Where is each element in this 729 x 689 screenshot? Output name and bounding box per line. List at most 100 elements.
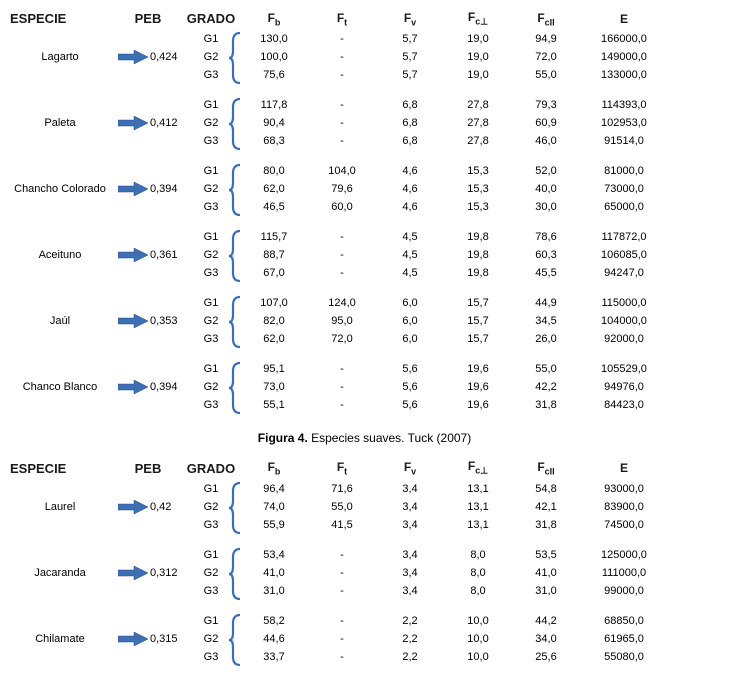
cell-grade: G2	[186, 51, 236, 63]
table2-body: Laurel 0,42 G196,471,63,413,154,893000,0…	[10, 481, 719, 665]
cell-ft: -	[312, 99, 372, 111]
col-ft: Ft	[312, 460, 372, 476]
cell-e: 94247,0	[584, 267, 664, 279]
cell-fb: 46,5	[244, 201, 304, 213]
cell-fcl: 19,6	[448, 381, 508, 393]
cell-ft: 72,0	[312, 333, 372, 345]
grade-row: G262,079,64,615,340,073000,0	[186, 181, 664, 197]
peb-value: 0,312	[150, 567, 178, 579]
cell-fcl: 10,0	[448, 651, 508, 663]
cell-fcll: 55,0	[516, 69, 576, 81]
species-name: Jaúl	[10, 315, 110, 327]
cell-grade: G1	[186, 33, 236, 45]
cell-fcll: 34,5	[516, 315, 576, 327]
grades-column: G180,0104,04,615,352,081000,0G262,079,64…	[186, 163, 664, 215]
grade-row: G346,560,04,615,330,065000,0	[186, 199, 664, 215]
cell-e: 92000,0	[584, 333, 664, 345]
cell-fv: 4,5	[380, 249, 440, 261]
cell-ft: -	[312, 549, 372, 561]
cell-fcll: 52,0	[516, 165, 576, 177]
peb-cell: 0,312	[118, 565, 178, 581]
peb-cell: 0,42	[118, 499, 178, 515]
grade-row: G375,6-5,719,055,0133000,0	[186, 67, 664, 83]
cell-e: 105529,0	[584, 363, 664, 375]
cell-fb: 130,0	[244, 33, 304, 45]
peb-value: 0,424	[150, 51, 178, 63]
cell-fcll: 45,5	[516, 267, 576, 279]
cell-fb: 62,0	[244, 183, 304, 195]
peb-value: 0,412	[150, 117, 178, 129]
cell-fb: 62,0	[244, 333, 304, 345]
cell-fcl: 19,8	[448, 231, 508, 243]
col-grado: GRADO	[186, 461, 236, 476]
col-fcll: FcII	[516, 460, 576, 476]
cell-grade: G2	[186, 249, 236, 261]
grade-row: G1115,7-4,519,878,6117872,0	[186, 229, 664, 245]
cell-fb: 74,0	[244, 501, 304, 513]
cell-fb: 55,9	[244, 519, 304, 531]
cell-e: 84423,0	[584, 399, 664, 411]
cell-fv: 3,4	[380, 519, 440, 531]
arrow-icon	[118, 499, 148, 515]
species-group: Chilamate 0,315 G158,2-2,210,044,268850,…	[10, 613, 719, 665]
cell-e: 61965,0	[584, 633, 664, 645]
cell-grade: G1	[186, 297, 236, 309]
peb-cell: 0,394	[118, 181, 178, 197]
cell-grade: G3	[186, 267, 236, 279]
cell-fcll: 55,0	[516, 363, 576, 375]
cell-grade: G3	[186, 69, 236, 81]
cell-fcl: 19,6	[448, 399, 508, 411]
cell-fb: 95,1	[244, 363, 304, 375]
cell-fb: 82,0	[244, 315, 304, 327]
cell-fb: 53,4	[244, 549, 304, 561]
cell-fcl: 15,3	[448, 165, 508, 177]
cell-fb: 58,2	[244, 615, 304, 627]
cell-fcll: 44,9	[516, 297, 576, 309]
tables-container: ESPECIE PEB GRADO Fb Ft Fv Fc⊥ FcII E La…	[10, 10, 719, 665]
cell-ft: -	[312, 117, 372, 129]
cell-e: 125000,0	[584, 549, 664, 561]
cell-fcll: 72,0	[516, 51, 576, 63]
cell-fcl: 8,0	[448, 549, 508, 561]
species-group: Jaúl 0,353 G1107,0124,06,015,744,9115000…	[10, 295, 719, 347]
cell-fb: 31,0	[244, 585, 304, 597]
cell-grade: G2	[186, 633, 236, 645]
species-group: Aceituno 0,361 G1115,7-4,519,878,6117872…	[10, 229, 719, 281]
cell-fcl: 19,8	[448, 267, 508, 279]
peb-cell: 0,315	[118, 631, 178, 647]
peb-cell: 0,394	[118, 379, 178, 395]
cell-grade: G2	[186, 567, 236, 579]
cell-ft: 104,0	[312, 165, 372, 177]
col-peb: PEB	[118, 11, 178, 26]
species-group: Laurel 0,42 G196,471,63,413,154,893000,0…	[10, 481, 719, 533]
arrow-icon	[118, 181, 148, 197]
cell-grade: G2	[186, 183, 236, 195]
cell-fv: 4,5	[380, 267, 440, 279]
peb-value: 0,394	[150, 183, 178, 195]
cell-fv: 2,2	[380, 651, 440, 663]
grades-column: G1117,8-6,827,879,3114393,0G290,4-6,827,…	[186, 97, 664, 149]
species-group: Chancho Colorado 0,394 G180,0104,04,615,…	[10, 163, 719, 215]
cell-grade: G2	[186, 381, 236, 393]
cell-ft: 60,0	[312, 201, 372, 213]
cell-fcl: 8,0	[448, 585, 508, 597]
species-name: Aceituno	[10, 249, 110, 261]
grades-column: G195,1-5,619,655,0105529,0G273,0-5,619,6…	[186, 361, 664, 413]
arrow-icon	[118, 313, 148, 329]
grade-row: G195,1-5,619,655,0105529,0	[186, 361, 664, 377]
species-group: Chanco Blanco 0,394 G195,1-5,619,655,010…	[10, 361, 719, 413]
cell-fcl: 19,0	[448, 51, 508, 63]
grade-row: G244,6-2,210,034,061965,0	[186, 631, 664, 647]
grade-row: G331,0-3,48,031,099000,0	[186, 583, 664, 599]
species-name: Chilamate	[10, 633, 110, 645]
cell-grade: G2	[186, 315, 236, 327]
cell-fb: 55,1	[244, 399, 304, 411]
cell-fb: 88,7	[244, 249, 304, 261]
peb-value: 0,42	[150, 501, 171, 513]
cell-fcll: 78,6	[516, 231, 576, 243]
col-ft: Ft	[312, 11, 372, 27]
cell-fcll: 26,0	[516, 333, 576, 345]
arrow-icon	[118, 631, 148, 647]
arrow-icon	[118, 565, 148, 581]
grade-row: G288,7-4,519,860,3106085,0	[186, 247, 664, 263]
